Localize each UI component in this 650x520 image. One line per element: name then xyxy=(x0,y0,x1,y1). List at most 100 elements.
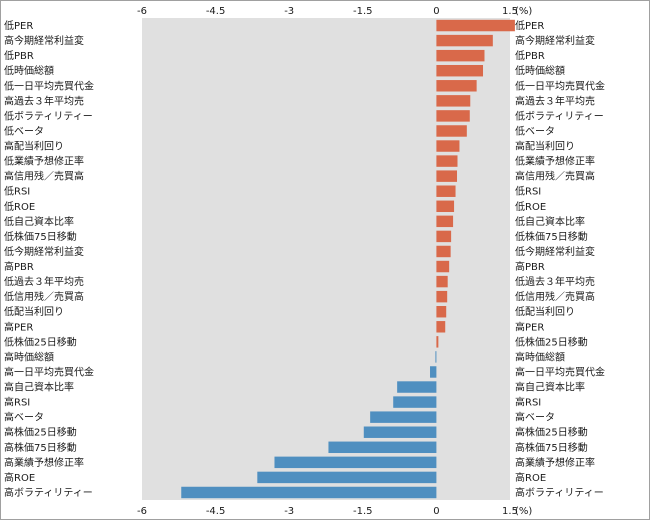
category-label-right: 低時価総額 xyxy=(515,64,565,77)
category-label-left: 高株価25日移動 xyxy=(4,426,77,439)
bar xyxy=(436,200,455,213)
bar xyxy=(274,456,437,469)
category-label-right: 高PBR xyxy=(515,260,545,273)
category-label-left: 低ボラティリティー xyxy=(4,109,93,122)
bar xyxy=(436,170,458,182)
tick-label-bottom: 0 xyxy=(433,506,439,517)
tick-label-bottom: -6 xyxy=(137,506,147,517)
category-label-left: 高ボラティリティー xyxy=(4,486,93,499)
category-label-right: 低一日平均売買代金 xyxy=(515,79,605,92)
bar xyxy=(436,125,467,137)
bar xyxy=(436,321,446,333)
category-label-left: 高配当利回り xyxy=(4,140,64,153)
category-label-right: 低株価75日移動 xyxy=(515,230,588,243)
bar xyxy=(436,80,477,92)
bar xyxy=(436,95,471,107)
bar xyxy=(436,245,451,258)
bars-group xyxy=(181,19,515,499)
bar xyxy=(436,215,454,228)
category-label-left: 低RSI xyxy=(4,185,30,198)
category-label-left: 低ベータ xyxy=(4,124,44,137)
category-label-left: 高株価75日移動 xyxy=(4,441,77,454)
tick-label-top: -4.5 xyxy=(206,6,226,17)
category-label-right: 低PBR xyxy=(515,49,545,62)
category-label-right: 低信用残／売買高 xyxy=(515,290,595,303)
bar xyxy=(436,230,452,243)
bar xyxy=(436,260,450,273)
category-label-left: 低時価総額 xyxy=(4,64,54,77)
category-label-right: 低今期経常利益変 xyxy=(515,245,595,258)
bar xyxy=(393,396,437,408)
unit-label-bottom: (%) xyxy=(515,506,532,517)
category-label-left: 高ROE xyxy=(4,471,35,484)
bar xyxy=(436,49,485,62)
category-label-right: 低株価25日移動 xyxy=(515,335,588,348)
category-label-left: 低一日平均売買代金 xyxy=(4,79,94,92)
bar xyxy=(436,275,448,288)
category-label-left: 低今期経常利益変 xyxy=(4,245,84,258)
bar xyxy=(436,185,456,197)
category-label-left: 低株価25日移動 xyxy=(4,335,77,348)
category-label-left: 高PBR xyxy=(4,260,34,273)
tick-label-top: -1.5 xyxy=(353,6,373,17)
category-label-left: 低PER xyxy=(4,19,33,32)
category-label-right: 低ベータ xyxy=(515,124,555,137)
category-label-left: 高信用残／売買高 xyxy=(4,170,84,183)
bottom-axis-ticks: -6 -4.5 -3 -1.5 0 1.5 xyxy=(137,506,518,517)
bar xyxy=(328,441,437,454)
bar xyxy=(436,34,493,47)
category-label-right: 高今期経常利益変 xyxy=(515,34,595,47)
category-label-right: 低ROE xyxy=(515,200,546,213)
bar xyxy=(363,426,437,438)
bar xyxy=(436,336,439,348)
category-label-right: 低PER xyxy=(515,19,544,32)
category-label-right: 低ボラティリティー xyxy=(515,109,604,122)
bar xyxy=(181,486,437,499)
bar xyxy=(436,155,458,167)
category-label-left: 低PBR xyxy=(4,49,34,62)
category-label-right: 高ベータ xyxy=(515,411,555,424)
category-label-left: 低自己資本比率 xyxy=(4,215,74,228)
category-label-right: 高RSI xyxy=(515,396,541,409)
bar xyxy=(436,290,448,303)
tick-label-top: -3 xyxy=(284,6,294,17)
category-label-left: 高時価総額 xyxy=(4,350,54,363)
category-label-right: 低自己資本比率 xyxy=(515,215,585,228)
category-label-left: 高過去３年平均売 xyxy=(4,94,84,107)
category-label-right: 高業績予想修正率 xyxy=(515,456,595,469)
category-label-right: 高ボラティリティー xyxy=(515,486,604,499)
category-label-right: 高株価25日移動 xyxy=(515,426,588,439)
category-label-left: 高今期経常利益変 xyxy=(4,34,84,47)
tick-label-bottom: -4.5 xyxy=(206,506,226,517)
bar xyxy=(436,306,447,318)
category-label-left: 高PER xyxy=(4,320,33,333)
category-label-left: 低株価75日移動 xyxy=(4,230,77,243)
category-label-right: 高一日平均売買代金 xyxy=(515,365,605,378)
top-axis-ticks: -6 -4.5 -3 -1.5 0 1.5 xyxy=(137,6,518,17)
category-label-right: 高PER xyxy=(515,320,544,333)
category-label-left: 低信用残／売買高 xyxy=(4,290,84,303)
category-label-left: 高自己資本比率 xyxy=(4,381,74,394)
tick-label-bottom: 1.5 xyxy=(502,506,518,517)
category-label-left: 低ROE xyxy=(4,200,35,213)
category-label-right: 高信用残／売買高 xyxy=(515,170,595,183)
bar xyxy=(370,411,437,423)
category-label-left: 高RSI xyxy=(4,396,30,409)
tick-label-bottom: -3 xyxy=(284,506,294,517)
category-label-right: 低業績予想修正率 xyxy=(515,155,595,168)
category-label-right: 高時価総額 xyxy=(515,350,565,363)
category-label-left: 低業績予想修正率 xyxy=(4,155,84,168)
tick-label-top: 0 xyxy=(433,6,439,17)
category-label-left: 高一日平均売買代金 xyxy=(4,365,94,378)
category-label-right: 低RSI xyxy=(515,185,541,198)
tick-label-top: -6 xyxy=(137,6,147,17)
category-label-right: 高自己資本比率 xyxy=(515,381,585,394)
bar xyxy=(257,471,437,484)
bar xyxy=(436,64,484,77)
category-label-right: 低配当利回り xyxy=(515,305,575,318)
bar xyxy=(436,19,515,32)
